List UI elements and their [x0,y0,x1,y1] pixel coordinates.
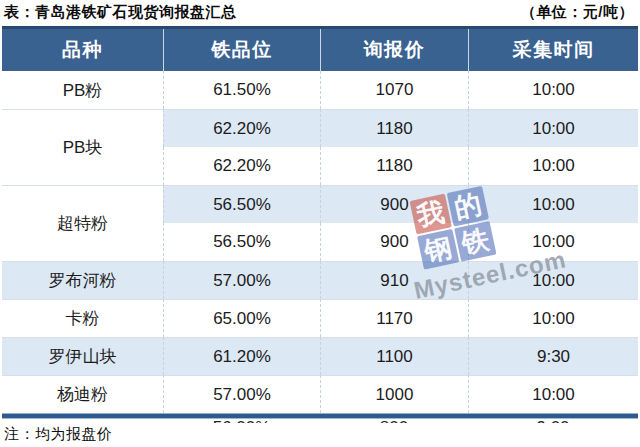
grade-cell: 56.50% [163,223,320,261]
column-header: 品种 [2,29,163,71]
variety-cell: 杨迪粉 [2,375,163,413]
clipped-row: 56.00%8009:00 [2,419,638,423]
grade-cell: 65.00% [163,299,320,337]
price-cell: 1070 [320,71,468,109]
price-cell: 900 [320,185,468,223]
page-title: 表：青岛港铁矿石现货询报盘汇总 [4,3,237,22]
clipped-cell: 9:00 [468,419,638,423]
price-cell: 900 [320,223,468,261]
iron-ore-price-table-page: 表：青岛港铁矿石现货询报盘汇总 （单位：元/吨） 品种铁品位询报价采集时间 PB… [0,0,640,447]
grade-cell: 61.20% [163,337,320,375]
time-cell: 10:00 [468,147,638,185]
variety-cell: 超特粉 [2,185,163,261]
grade-cell: 62.20% [163,109,320,147]
variety-cell: 罗伊山块 [2,337,163,375]
price-cell: 1180 [320,109,468,147]
variety-cell: 卡粉 [2,299,163,337]
column-header: 铁品位 [163,29,320,71]
time-cell: 10:00 [468,261,638,299]
footnote: 注：均为报盘价 [4,425,113,444]
grade-cell: 56.50% [163,185,320,223]
time-cell: 10:00 [468,109,638,147]
time-cell: 10:00 [468,223,638,261]
price-cell: 1180 [320,147,468,185]
time-cell: 10:00 [468,375,638,413]
clipped-cell: 56.00% [163,419,320,423]
time-cell: 9:30 [468,337,638,375]
titlebar: 表：青岛港铁矿石现货询报盘汇总 （单位：元/吨） [4,3,634,22]
unit-label: （单位：元/吨） [521,3,634,22]
price-table: 品种铁品位询报价采集时间 PB粉61.50%107010:00PB块62.20%… [2,26,638,413]
price-cell: 910 [320,261,468,299]
column-header: 采集时间 [468,29,638,71]
clipped-cell: 800 [320,419,468,423]
variety-cell: PB粉 [2,71,163,109]
price-cell: 1170 [320,299,468,337]
table-header-row: 品种铁品位询报价采集时间 [2,26,638,71]
grade-cell: 62.20% [163,147,320,185]
grade-cell: 57.00% [163,261,320,299]
column-header: 询报价 [320,29,468,71]
grade-cell: 61.50% [163,71,320,109]
variety-cell: PB块 [2,109,163,185]
price-cell: 1000 [320,375,468,413]
price-cell: 1100 [320,337,468,375]
time-cell: 10:00 [468,71,638,109]
table-body: PB粉61.50%107010:00PB块62.20%118010:0062.2… [2,71,638,413]
time-cell: 10:00 [468,185,638,223]
time-cell: 10:00 [468,299,638,337]
grade-cell: 57.00% [163,375,320,413]
clipped-cell [2,419,163,423]
variety-cell: 罗布河粉 [2,261,163,299]
